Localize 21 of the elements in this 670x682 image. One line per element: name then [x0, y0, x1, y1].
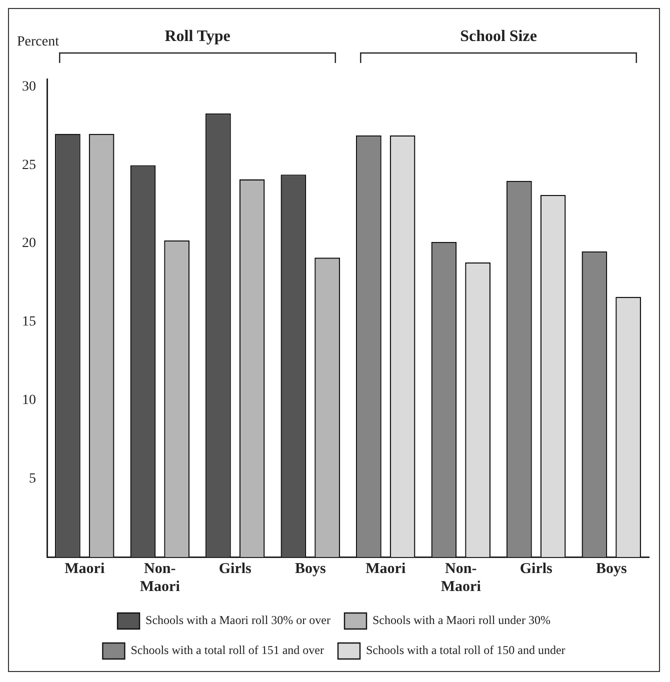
y-axis-title: Percent: [17, 34, 60, 50]
y-tick-label: 5: [29, 471, 36, 486]
x-tick-label: Maori: [366, 560, 406, 577]
x-tick-label: Girls: [520, 560, 553, 577]
y-tick-label: 30: [22, 80, 36, 95]
y-tick-label: 20: [22, 236, 36, 252]
x-tick-label: Boys: [294, 560, 326, 577]
legend-label: Schools with a Maori roll under 30%: [372, 613, 550, 628]
x-tick-label: Non-Maori: [440, 560, 481, 595]
y-tick-label: 25: [22, 158, 36, 173]
x-tick-label: Non-Maori: [140, 560, 180, 595]
text: School Size: [460, 28, 537, 46]
text: Roll Type: [164, 28, 230, 46]
y-tick-label: 10: [22, 392, 36, 408]
legend-label: Schools with a Maori roll 30% or over: [146, 613, 330, 628]
x-tick-label: Girls: [218, 560, 252, 577]
legend-label: Schools with a total roll of 150 and under: [366, 643, 566, 658]
legend-label: Schools with a total roll of 151 and over: [130, 643, 324, 658]
x-tick-label: Maori: [64, 560, 105, 577]
x-tick-label: Boys: [596, 560, 627, 577]
y-tick-label: 15: [22, 314, 36, 330]
